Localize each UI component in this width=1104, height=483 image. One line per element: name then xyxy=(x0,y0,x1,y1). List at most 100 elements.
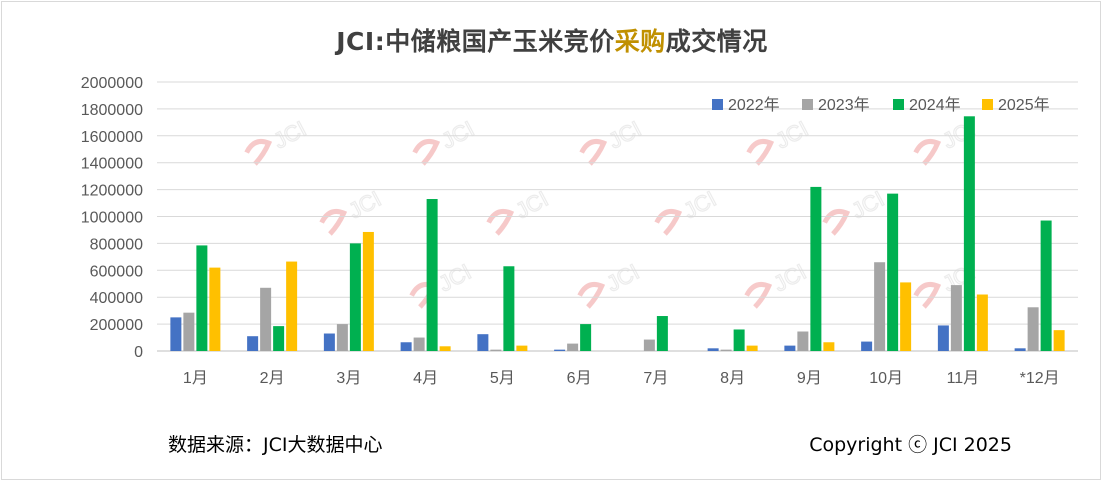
legend-swatch xyxy=(802,99,813,110)
svg-text:JCI: JCI xyxy=(604,116,645,154)
watermark-logo: JCI xyxy=(486,185,553,236)
y-tick-label: 1200000 xyxy=(81,183,143,200)
bar xyxy=(950,285,962,351)
svg-text:JCI: JCI xyxy=(771,116,812,154)
svg-text:JCI: JCI xyxy=(769,259,810,297)
bar xyxy=(286,261,298,351)
y-tick-label: 1800000 xyxy=(81,102,143,119)
legend-label: 2025年 xyxy=(998,96,1050,114)
bar xyxy=(273,326,285,351)
bar xyxy=(247,336,259,351)
x-tick-label: 4月 xyxy=(413,370,438,387)
watermark-logo: JCI xyxy=(577,258,644,309)
svg-text:JCI: JCI xyxy=(511,186,552,224)
svg-text:JCI: JCI xyxy=(847,186,888,224)
y-tick-label: 600000 xyxy=(90,263,143,280)
bar xyxy=(810,186,822,351)
watermark-logo: JCI xyxy=(579,115,646,166)
svg-text:JCI: JCI xyxy=(602,259,643,297)
bar xyxy=(554,349,566,351)
bar xyxy=(567,343,579,351)
svg-text:JCI: JCI xyxy=(434,259,475,297)
bar xyxy=(733,329,745,351)
bar xyxy=(580,324,592,351)
legend-swatch xyxy=(893,99,904,110)
watermark-logo: JCI xyxy=(746,115,813,166)
bar xyxy=(900,282,912,351)
bar xyxy=(784,345,796,351)
x-tick-label: 3月 xyxy=(336,370,361,387)
svg-text:JCI: JCI xyxy=(679,186,720,224)
bar xyxy=(656,316,668,351)
bar xyxy=(707,348,719,351)
y-tick-label: 800000 xyxy=(90,236,143,253)
x-tick-label: 1月 xyxy=(183,370,208,387)
svg-text:JCI: JCI xyxy=(437,116,478,154)
y-tick-label: 1600000 xyxy=(81,129,143,146)
x-tick-label: 9月 xyxy=(797,370,822,387)
bar xyxy=(503,266,515,351)
bar xyxy=(887,193,899,351)
bar xyxy=(196,245,208,351)
bar xyxy=(1027,307,1039,351)
x-tick-label: 2月 xyxy=(260,370,285,387)
x-tick-label: 11月 xyxy=(947,370,980,387)
bar xyxy=(336,324,348,351)
bar xyxy=(720,349,732,351)
bar xyxy=(490,349,502,351)
legend-label: 2023年 xyxy=(818,96,870,114)
bar xyxy=(439,346,451,351)
title-highlight: 采购 xyxy=(614,27,666,56)
x-tick-label: 8月 xyxy=(720,370,745,387)
bar xyxy=(643,339,655,351)
title-prefix: JCI:中储粮国产玉米竞价 xyxy=(336,27,615,56)
bar xyxy=(1014,348,1026,351)
y-tick-label: 1400000 xyxy=(81,156,143,173)
bar xyxy=(183,312,195,351)
bar xyxy=(1040,220,1052,351)
watermark-logo: JCI xyxy=(744,258,811,309)
x-tick-label: 5月 xyxy=(490,370,515,387)
bar xyxy=(426,199,438,351)
svg-text:JCI: JCI xyxy=(344,186,385,224)
bar xyxy=(874,262,886,351)
copyright-notice: Copyright ⓒ JCI 2025 xyxy=(809,434,1012,456)
watermark-logo: JCI xyxy=(412,115,479,166)
x-tick-label: 10月 xyxy=(869,370,903,387)
chart-title: JCI:中储粮国产玉米竞价采购成交情况 xyxy=(0,22,1104,58)
watermark-logo: JCI xyxy=(654,185,721,236)
y-tick-label: 0 xyxy=(134,344,143,361)
x-tick-label: 7月 xyxy=(643,370,668,387)
bar xyxy=(209,267,221,351)
bar xyxy=(323,333,335,351)
bar xyxy=(976,294,988,351)
bar xyxy=(170,317,182,351)
bar xyxy=(400,342,412,351)
legend-label: 2022年 xyxy=(728,96,780,114)
y-tick-label: 2000000 xyxy=(81,75,143,92)
legend-swatch xyxy=(982,99,993,110)
bar xyxy=(349,243,361,351)
bar xyxy=(823,342,835,351)
bar xyxy=(1053,330,1065,351)
x-tick-label: 6月 xyxy=(567,370,592,387)
legend-swatch xyxy=(712,99,723,110)
bar xyxy=(746,345,758,351)
watermark-logo: JCI xyxy=(319,185,386,236)
bar xyxy=(963,116,975,351)
bar xyxy=(937,325,949,351)
bar xyxy=(362,231,374,351)
x-tick-label: *12月 xyxy=(1020,370,1060,387)
title-suffix: 成交情况 xyxy=(665,27,768,56)
watermark-logo: JCI xyxy=(244,115,311,166)
data-source: 数据来源：JCI大数据中心 xyxy=(168,434,383,456)
bar xyxy=(477,334,489,351)
bar xyxy=(260,287,272,351)
bar xyxy=(516,345,528,351)
legend-label: 2024年 xyxy=(909,96,961,114)
bar xyxy=(797,331,809,351)
bar xyxy=(413,337,425,351)
watermark-logo: JCI xyxy=(409,258,476,309)
